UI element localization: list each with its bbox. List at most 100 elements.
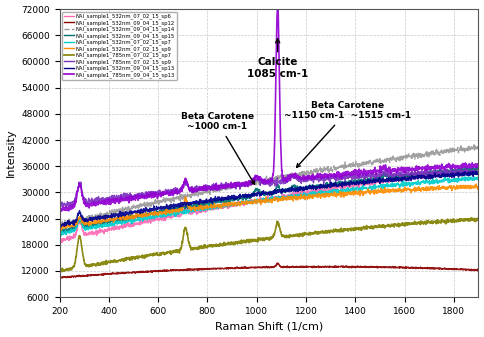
NAI_sample1_532nm_07_02_15_sp9 bbox=[476, 184, 482, 188]
NAI_sample1_785nm_07_02_15_sp7 bbox=[57, 270, 62, 274]
X-axis label: Raman Shift (1/cm): Raman Shift (1/cm) bbox=[215, 321, 323, 332]
NAI_sample1_532nm_09_04_15_sp14 bbox=[392, 157, 398, 161]
NAI_sample1_532nm_09_04_15_sp13 bbox=[252, 192, 258, 196]
NAI_sample1_785nm_07_02_15_sp9 bbox=[392, 174, 398, 178]
NAI_sample1_785nm_07_02_15_sp9 bbox=[127, 194, 133, 198]
NAI_sample1_532nm_09_04_15_sp12 bbox=[59, 276, 65, 280]
NAI_sample1_785nm_07_02_15_sp7 bbox=[392, 222, 397, 226]
NAI_sample1_532nm_07_02_15_sp9 bbox=[57, 222, 62, 226]
NAI_sample1_532nm_09_04_15_sp15 bbox=[470, 165, 476, 170]
NAI_sample1_785nm_07_02_15_sp9 bbox=[252, 179, 258, 183]
NAI_sample1_532nm_09_04_15_sp12 bbox=[127, 271, 133, 275]
NAI_sample1_532nm_07_02_15_sp6 bbox=[127, 222, 133, 226]
NAI_sample1_785nm_07_02_15_sp9 bbox=[294, 176, 300, 180]
NAI_sample1_785nm_07_02_15_sp7 bbox=[126, 257, 132, 262]
NAI_sample1_532nm_09_04_15_sp15 bbox=[392, 175, 398, 179]
NAI_sample1_785nm_09_04_15_sp13 bbox=[126, 198, 132, 202]
NAI_sample1_532nm_07_02_15_sp9 bbox=[59, 228, 64, 232]
NAI_sample1_532nm_07_02_15_sp6 bbox=[294, 191, 300, 195]
NAI_sample1_532nm_09_04_15_sp14 bbox=[476, 146, 482, 150]
NAI_sample1_532nm_07_02_15_sp9 bbox=[392, 190, 398, 194]
Line: NAI_sample1_532nm_07_02_15_sp6: NAI_sample1_532nm_07_02_15_sp6 bbox=[60, 168, 479, 243]
Line: NAI_sample1_532nm_09_04_15_sp12: NAI_sample1_532nm_09_04_15_sp12 bbox=[60, 263, 479, 278]
NAI_sample1_532nm_09_04_15_sp14 bbox=[127, 206, 133, 210]
NAI_sample1_532nm_07_02_15_sp7 bbox=[476, 176, 482, 180]
NAI_sample1_532nm_07_02_15_sp9 bbox=[127, 215, 133, 219]
NAI_sample1_785nm_09_04_15_sp13 bbox=[252, 176, 258, 180]
NAI_sample1_785nm_09_04_15_sp13 bbox=[57, 211, 62, 215]
NAI_sample1_785nm_07_02_15_sp9 bbox=[57, 205, 62, 209]
Y-axis label: Intensity: Intensity bbox=[5, 129, 15, 177]
NAI_sample1_532nm_09_04_15_sp14 bbox=[134, 204, 140, 208]
NAI_sample1_532nm_07_02_15_sp6 bbox=[59, 241, 65, 245]
NAI_sample1_532nm_09_04_15_sp14 bbox=[58, 225, 63, 229]
Line: NAI_sample1_785nm_09_04_15_sp13: NAI_sample1_785nm_09_04_15_sp13 bbox=[60, 5, 479, 213]
Legend: NAI_sample1_532nm_07_02_15_sp6, NAI_sample1_532nm_09_04_15_sp12, NAI_sample1_532: NAI_sample1_532nm_07_02_15_sp6, NAI_samp… bbox=[62, 12, 177, 80]
NAI_sample1_532nm_09_04_15_sp14 bbox=[294, 172, 300, 176]
NAI_sample1_532nm_09_04_15_sp15 bbox=[294, 185, 300, 189]
NAI_sample1_532nm_09_04_15_sp13 bbox=[59, 224, 64, 228]
NAI_sample1_532nm_07_02_15_sp6 bbox=[134, 221, 140, 225]
Text: Beta Carotene
~1000 cm-1: Beta Carotene ~1000 cm-1 bbox=[181, 112, 255, 184]
NAI_sample1_785nm_09_04_15_sp13 bbox=[275, 13, 281, 17]
NAI_sample1_532nm_09_04_15_sp15 bbox=[476, 166, 482, 170]
NAI_sample1_532nm_09_04_15_sp14 bbox=[252, 178, 258, 182]
NAI_sample1_532nm_07_02_15_sp7 bbox=[127, 219, 133, 223]
NAI_sample1_785nm_07_02_15_sp7 bbox=[134, 256, 140, 260]
NAI_sample1_532nm_07_02_15_sp7 bbox=[294, 194, 300, 198]
Line: NAI_sample1_532nm_07_02_15_sp7: NAI_sample1_532nm_07_02_15_sp7 bbox=[60, 177, 479, 236]
Line: NAI_sample1_785nm_07_02_15_sp7: NAI_sample1_785nm_07_02_15_sp7 bbox=[60, 218, 479, 272]
NAI_sample1_532nm_09_04_15_sp12 bbox=[57, 276, 62, 280]
NAI_sample1_532nm_09_04_15_sp15 bbox=[275, 183, 281, 187]
NAI_sample1_532nm_09_04_15_sp12 bbox=[252, 266, 258, 270]
NAI_sample1_785nm_07_02_15_sp9 bbox=[424, 167, 430, 171]
NAI_sample1_785nm_09_04_15_sp13 bbox=[294, 174, 300, 178]
NAI_sample1_532nm_09_04_15_sp13 bbox=[473, 170, 479, 174]
NAI_sample1_532nm_09_04_15_sp12 bbox=[476, 268, 482, 272]
Line: NAI_sample1_532nm_09_04_15_sp14: NAI_sample1_532nm_09_04_15_sp14 bbox=[60, 145, 479, 227]
Line: NAI_sample1_532nm_07_02_15_sp9: NAI_sample1_532nm_07_02_15_sp9 bbox=[60, 184, 479, 230]
NAI_sample1_532nm_09_04_15_sp14 bbox=[275, 177, 281, 181]
NAI_sample1_532nm_09_04_15_sp15 bbox=[62, 232, 68, 236]
NAI_sample1_532nm_09_04_15_sp12 bbox=[275, 262, 281, 266]
NAI_sample1_532nm_07_02_15_sp7 bbox=[462, 175, 468, 179]
NAI_sample1_785nm_07_02_15_sp7 bbox=[252, 239, 258, 243]
NAI_sample1_532nm_07_02_15_sp6 bbox=[252, 198, 258, 202]
Line: NAI_sample1_532nm_09_04_15_sp13: NAI_sample1_532nm_09_04_15_sp13 bbox=[60, 172, 479, 226]
NAI_sample1_532nm_09_04_15_sp12 bbox=[275, 261, 281, 265]
NAI_sample1_532nm_09_04_15_sp12 bbox=[134, 270, 140, 274]
NAI_sample1_532nm_09_04_15_sp13 bbox=[57, 222, 62, 226]
NAI_sample1_532nm_07_02_15_sp7 bbox=[392, 184, 398, 188]
NAI_sample1_785nm_07_02_15_sp7 bbox=[275, 220, 281, 224]
NAI_sample1_785nm_09_04_15_sp13 bbox=[476, 164, 482, 168]
NAI_sample1_532nm_07_02_15_sp7 bbox=[57, 233, 62, 237]
NAI_sample1_785nm_09_04_15_sp13 bbox=[134, 195, 140, 199]
NAI_sample1_532nm_09_04_15_sp14 bbox=[471, 143, 477, 147]
NAI_sample1_532nm_07_02_15_sp6 bbox=[392, 179, 398, 183]
NAI_sample1_532nm_09_04_15_sp15 bbox=[134, 214, 140, 218]
NAI_sample1_532nm_09_04_15_sp12 bbox=[294, 265, 300, 269]
NAI_sample1_532nm_09_04_15_sp13 bbox=[294, 187, 300, 191]
NAI_sample1_532nm_09_04_15_sp13 bbox=[127, 209, 133, 213]
NAI_sample1_785nm_07_02_15_sp7 bbox=[294, 234, 300, 238]
NAI_sample1_532nm_09_04_15_sp15 bbox=[127, 217, 133, 221]
NAI_sample1_532nm_07_02_15_sp9 bbox=[294, 194, 300, 198]
NAI_sample1_532nm_07_02_15_sp6 bbox=[57, 239, 62, 243]
NAI_sample1_532nm_09_04_15_sp13 bbox=[275, 188, 281, 192]
NAI_sample1_532nm_09_04_15_sp14 bbox=[57, 222, 62, 226]
NAI_sample1_532nm_07_02_15_sp7 bbox=[134, 218, 140, 222]
NAI_sample1_532nm_09_04_15_sp12 bbox=[392, 266, 398, 270]
NAI_sample1_785nm_09_04_15_sp13 bbox=[275, 3, 281, 7]
NAI_sample1_785nm_09_04_15_sp13 bbox=[392, 166, 398, 171]
NAI_sample1_532nm_07_02_15_sp7 bbox=[252, 200, 258, 204]
Text: Calcite
1085 cm-1: Calcite 1085 cm-1 bbox=[247, 39, 308, 79]
NAI_sample1_785nm_07_02_15_sp7 bbox=[476, 216, 482, 220]
NAI_sample1_532nm_07_02_15_sp9 bbox=[252, 200, 258, 204]
Line: NAI_sample1_785nm_07_02_15_sp9: NAI_sample1_785nm_07_02_15_sp9 bbox=[60, 169, 479, 208]
NAI_sample1_532nm_07_02_15_sp6 bbox=[275, 195, 281, 199]
NAI_sample1_785nm_07_02_15_sp9 bbox=[58, 206, 63, 210]
NAI_sample1_532nm_07_02_15_sp9 bbox=[275, 197, 281, 201]
NAI_sample1_785nm_07_02_15_sp9 bbox=[134, 194, 140, 198]
NAI_sample1_532nm_07_02_15_sp7 bbox=[275, 196, 281, 200]
NAI_sample1_785nm_07_02_15_sp7 bbox=[469, 216, 474, 220]
